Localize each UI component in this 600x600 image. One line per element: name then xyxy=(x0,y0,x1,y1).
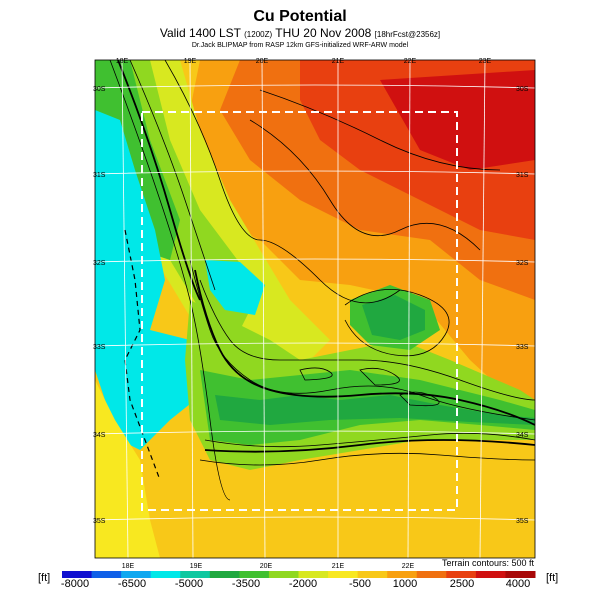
field-valley-dark xyxy=(215,395,535,425)
terrain-contours-major xyxy=(117,60,535,453)
map-frame xyxy=(94,59,536,559)
colorbar-unit-left: [ft] xyxy=(38,572,51,584)
coastline xyxy=(124,229,161,481)
colorbar-swatch xyxy=(209,571,240,578)
lat-label: 31S xyxy=(516,172,529,179)
colorbar-swatch xyxy=(62,571,93,578)
colorbar-swatch xyxy=(416,571,447,578)
map-subtitle: Valid 1400 LST (1200Z) THU 20 Nov 2008 [… xyxy=(0,26,600,40)
colorbar-swatch xyxy=(298,571,329,578)
field-southwest xyxy=(95,380,160,558)
lat-label: 34S xyxy=(516,432,529,439)
lon-label: 20E xyxy=(256,58,269,65)
colorbar-tick-label: -3500 xyxy=(231,578,261,590)
lon-label: 23E xyxy=(479,58,492,65)
colorbar-tick-label: -8000 xyxy=(60,578,90,590)
lon-label: 19E xyxy=(190,563,203,570)
inner-domain-box xyxy=(141,111,458,511)
colorbar-swatch xyxy=(150,571,181,578)
lon-labels-top: 18E 19E 20E 21E 22E 23E xyxy=(116,58,492,65)
valid-date: THU 20 Nov 2008 xyxy=(275,26,372,40)
lon-label: 22E xyxy=(402,563,415,570)
colorbar-swatch xyxy=(91,571,122,578)
lat-lon-grid xyxy=(95,60,535,558)
terrain-contour-note: Terrain contours: 500 ft xyxy=(441,558,534,568)
field-cyan xyxy=(95,110,195,450)
colorbar-swatch xyxy=(387,571,418,578)
colorbar-tick-label: -500 xyxy=(348,578,372,590)
colorbar-tick-label: 1000 xyxy=(392,578,418,590)
lat-label: 30S xyxy=(93,86,106,93)
lon-label: 20E xyxy=(260,563,273,570)
lat-label: 33S xyxy=(516,344,529,351)
colorbar-swatch xyxy=(475,571,506,578)
valid-time: Valid 1400 LST xyxy=(159,26,241,40)
colorbar-tick-label: -5000 xyxy=(174,578,204,590)
model-credit: Dr.Jack BLIPMAP from RASP 12km GFS-initi… xyxy=(191,42,409,49)
field-cyan-inland xyxy=(205,260,265,315)
field-red-dark xyxy=(380,70,535,170)
colorbar-swatch xyxy=(239,571,270,578)
colorbar-swatch xyxy=(121,571,152,578)
lat-label: 33S xyxy=(93,344,106,351)
colorbar-swatch xyxy=(446,571,477,578)
terrain-contours xyxy=(109,60,535,501)
colorbar-tick-label: 2500 xyxy=(449,578,475,590)
valid-time-utc: (1200Z) xyxy=(244,30,273,39)
colorbar-unit-right: [ft] xyxy=(546,572,559,584)
colorbar xyxy=(62,571,536,578)
lat-label: 32S xyxy=(516,260,529,267)
map-title: Cu Potential xyxy=(253,8,347,25)
colorbar-swatch xyxy=(328,571,359,578)
lat-labels-left: 30S 31S 32S 33S 34S 35S xyxy=(93,86,106,525)
lat-label: 32S xyxy=(93,260,106,267)
map-field xyxy=(95,60,535,558)
lon-labels-bottom: 18E 19E 20E 21E 22E xyxy=(122,563,415,570)
lat-labels-right: 30S 31S 32S 33S 34S 35S xyxy=(516,86,529,525)
colorbar-tick-label: -2000 xyxy=(288,578,318,590)
lat-label: 35S xyxy=(93,518,106,525)
colorbar-tick-label: -6500 xyxy=(117,578,147,590)
lon-label: 19E xyxy=(184,58,197,65)
colorbar-swatch xyxy=(268,571,299,578)
lon-label: 21E xyxy=(332,58,345,65)
lat-label: 34S xyxy=(93,432,106,439)
colorbar-swatch xyxy=(180,571,211,578)
lon-label: 21E xyxy=(332,563,345,570)
lat-label: 31S xyxy=(93,172,106,179)
lon-label: 22E xyxy=(404,58,417,65)
lon-label: 18E xyxy=(122,563,135,570)
colorbar-swatch xyxy=(357,571,388,578)
colorbar-tick-label: 4000 xyxy=(505,578,531,590)
lat-label: 30S xyxy=(516,86,529,93)
colorbar-swatch xyxy=(505,571,536,578)
forecast-info: [18hrFcst@2356z] xyxy=(374,30,441,39)
lon-label: 18E xyxy=(116,58,129,65)
lat-label: 35S xyxy=(516,518,529,525)
